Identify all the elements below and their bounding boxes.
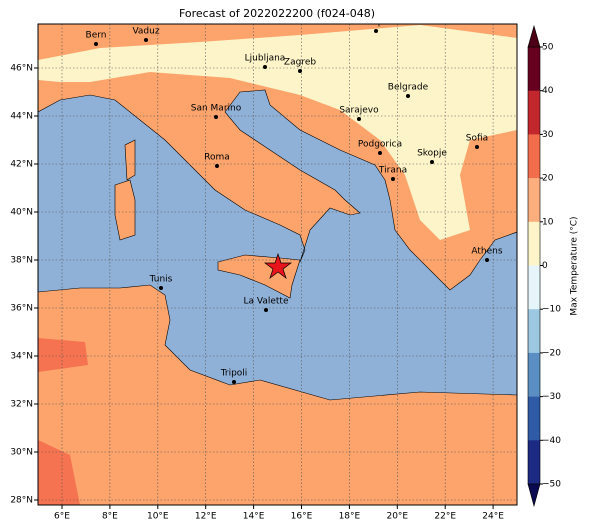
city-dot xyxy=(232,380,236,384)
city-label: Sarajevo xyxy=(339,106,379,116)
sardinia xyxy=(114,179,136,241)
city-label: Athens xyxy=(471,247,502,257)
colorbar-tick-label: −20 xyxy=(542,348,561,358)
colorbar-segment xyxy=(528,221,540,266)
colorbar-tick-label: −10 xyxy=(542,305,561,315)
city-dot xyxy=(475,145,479,149)
lat-label: 36°N xyxy=(10,304,33,314)
colorbar-tick-label: 10 xyxy=(542,217,554,227)
lat-label: 40°N xyxy=(10,208,33,218)
colorbar-extend-top xyxy=(527,24,541,48)
land-hot xyxy=(38,338,88,372)
city-dot xyxy=(159,286,163,290)
city-dot xyxy=(214,115,218,119)
lon-label: 12°E xyxy=(195,512,217,522)
city-label: Tripoli xyxy=(220,369,248,379)
colorbar-segment xyxy=(528,396,540,441)
lat-label: 42°N xyxy=(10,160,33,170)
lon-label: 18°E xyxy=(339,512,361,522)
city-dot xyxy=(406,94,410,98)
city-dot xyxy=(391,177,395,181)
city-dot xyxy=(357,117,361,121)
lat-label: 30°N xyxy=(10,448,33,458)
lon-label: 22°E xyxy=(434,512,456,522)
colorbar-segment xyxy=(528,134,540,179)
city-label: Bern xyxy=(86,31,107,41)
corsica xyxy=(124,139,136,181)
map-title: Forecast of 2022022200 (f024-048) xyxy=(179,7,375,20)
city-dot xyxy=(263,65,267,69)
forecast-point xyxy=(263,252,293,279)
map-frame xyxy=(37,23,518,506)
colorbar-tick-label: 50 xyxy=(542,43,554,53)
city-label: Sofia xyxy=(466,134,488,144)
city-label: Podgorica xyxy=(358,140,402,150)
city-label: San Marino xyxy=(191,104,242,114)
city-label: Budapest xyxy=(355,18,398,28)
colorbar-segment xyxy=(528,352,540,398)
city-dot xyxy=(144,38,148,42)
city-label: Zagreb xyxy=(284,58,316,68)
colorbar-segment xyxy=(528,90,540,135)
lon-label: 16°E xyxy=(291,512,313,522)
colorbar-segment xyxy=(528,309,540,354)
lat-label: 38°N xyxy=(10,256,33,266)
city-dot xyxy=(94,42,98,46)
colorbar-tick-label: −50 xyxy=(542,480,561,490)
city-dot xyxy=(374,29,378,33)
colorbar-tick-label: 30 xyxy=(542,130,554,140)
land-cool xyxy=(38,25,517,240)
lat-label: 44°N xyxy=(10,112,33,122)
city-dot xyxy=(378,151,382,155)
lon-label: 6°E xyxy=(54,512,70,522)
colorbar-tick-label: 40 xyxy=(542,86,554,96)
colorbar-segment xyxy=(528,178,540,223)
colorbar-tick-label: 20 xyxy=(542,174,554,184)
city-dot xyxy=(215,164,219,168)
lat-label: 32°N xyxy=(10,400,33,410)
lat-label: 46°N xyxy=(10,64,33,74)
city-dot xyxy=(298,69,302,73)
city-dot xyxy=(485,258,489,262)
city-label: Tunis xyxy=(149,275,173,285)
city-label: Tirana xyxy=(378,166,407,176)
city-label: Vaduz xyxy=(132,27,159,37)
colorbar-segment xyxy=(528,47,540,92)
colorbar-segment xyxy=(528,265,540,310)
colorbar-tick-label: −40 xyxy=(542,436,561,446)
land-hot xyxy=(38,440,80,505)
lat-label: 34°N xyxy=(10,352,33,362)
colorbar-tick-label: −30 xyxy=(542,392,561,402)
colorbar-extend-bottom xyxy=(527,483,541,508)
colorbar-tick-label: 0 xyxy=(542,261,548,271)
city-label: Ljubljana xyxy=(245,54,286,64)
lon-label: 24°E xyxy=(482,512,504,522)
lon-label: 8°E xyxy=(102,512,118,522)
city-label: Roma xyxy=(204,153,230,163)
city-dot xyxy=(264,308,268,312)
city-label: Skopje xyxy=(417,149,447,159)
city-label: La Valette xyxy=(244,297,289,307)
lat-label: 28°N xyxy=(10,496,33,506)
city-dot xyxy=(430,160,434,164)
colorbar-segment xyxy=(528,440,540,485)
lon-label: 10°E xyxy=(147,512,169,522)
lon-label: 20°E xyxy=(386,512,408,522)
colorbar-label: Max Temperature (°C) xyxy=(570,216,580,315)
lon-label: 14°E xyxy=(243,512,265,522)
city-label: Belgrade xyxy=(388,83,429,93)
